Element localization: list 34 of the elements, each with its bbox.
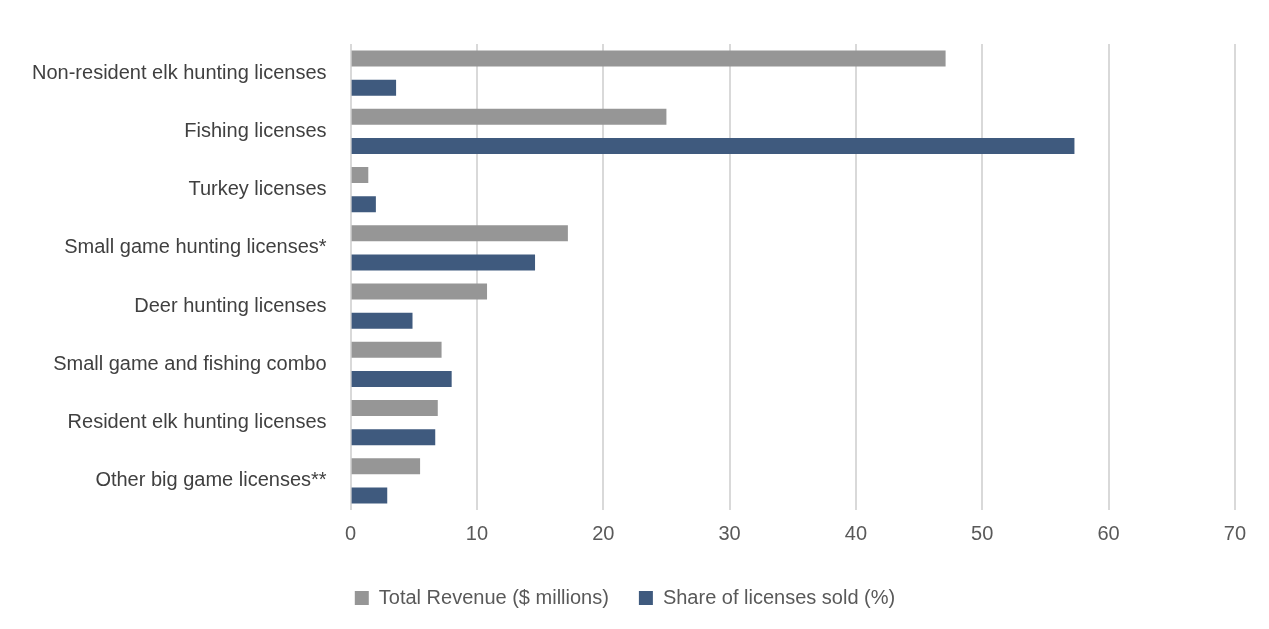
y-tick-label: Turkey licenses — [188, 177, 327, 200]
y-tick-label: Non-resident elk hunting licenses — [32, 60, 327, 83]
x-tick-label: 30 — [718, 521, 741, 544]
x-tick-label: 10 — [465, 521, 489, 544]
bar — [351, 137, 1075, 154]
legend-label: Share of licenses sold (%) — [662, 585, 896, 608]
y-tick-label: Fishing licenses — [184, 118, 327, 141]
bar — [351, 429, 436, 446]
x-tick-label: 50 — [971, 521, 994, 544]
bar — [351, 108, 667, 125]
y-tick-label: Other big game licenses** — [95, 468, 327, 491]
bar — [351, 79, 397, 96]
bar — [351, 312, 413, 329]
x-tick-label: 70 — [1223, 521, 1246, 544]
x-tick-label: 20 — [592, 521, 615, 544]
bar — [351, 341, 442, 358]
y-tick-label: Deer hunting licenses — [134, 293, 327, 316]
y-tick-label: Small game and fishing combo — [53, 351, 327, 374]
bar — [351, 254, 536, 271]
bar — [351, 225, 568, 242]
bar — [351, 50, 946, 67]
legend-label: Total Revenue ($ millions) — [378, 585, 609, 608]
bar — [351, 458, 421, 475]
bar — [351, 283, 488, 300]
x-tick-label: 40 — [844, 521, 868, 544]
bar — [351, 487, 388, 504]
y-tick-label: Resident elk hunting licenses — [67, 410, 327, 433]
x-tick-label: 60 — [1097, 521, 1120, 544]
y-tick-label: Small game hunting licenses* — [64, 235, 327, 258]
bar — [351, 167, 369, 184]
bar — [351, 196, 376, 213]
bar — [351, 370, 452, 387]
x-tick-label: 0 — [345, 521, 357, 544]
bar — [351, 400, 438, 417]
